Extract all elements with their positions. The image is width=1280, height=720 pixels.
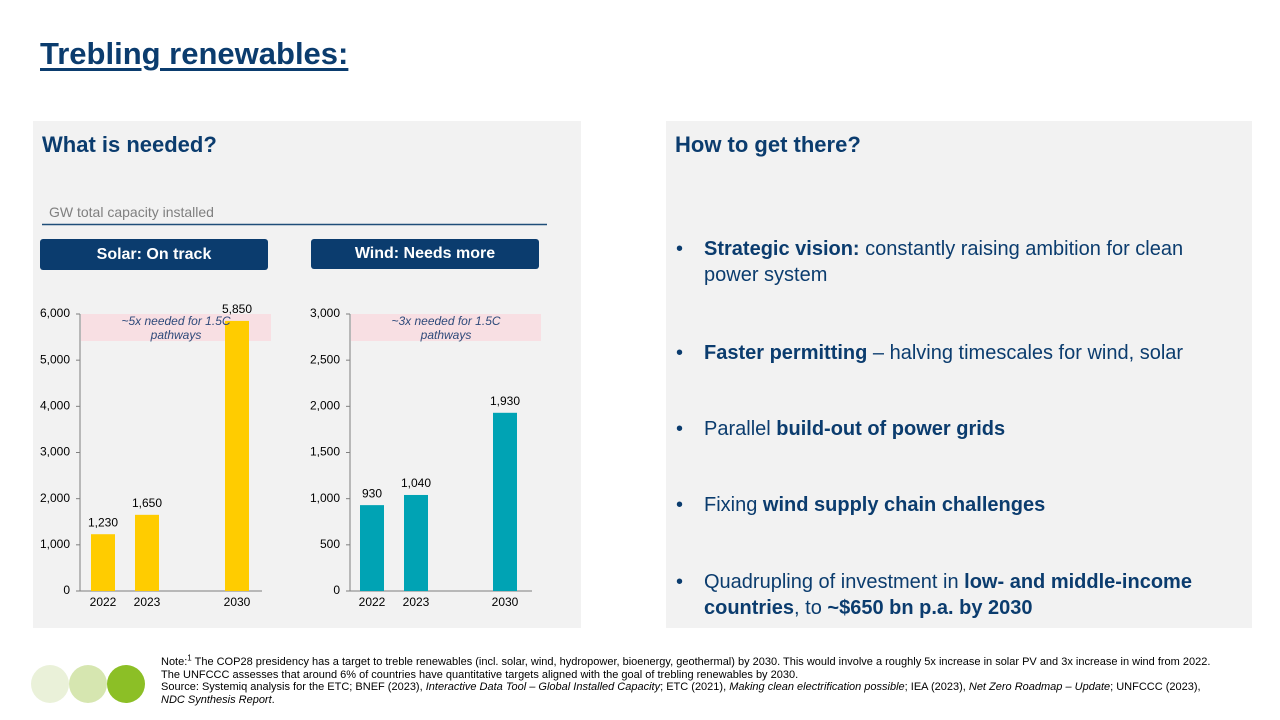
logo-dot <box>69 665 107 703</box>
footnote-segment: ; UNFCCC (2023), <box>1110 681 1204 693</box>
bullet-item: • Faster permitting – halving timescales … <box>676 340 1236 366</box>
bar <box>225 320 249 591</box>
bullet-item: • Strategic vision: constantly raising am… <box>676 236 1236 288</box>
value-label: 930 <box>362 486 382 500</box>
x-tick-label: 2030 <box>224 595 251 609</box>
bar <box>493 412 517 591</box>
bullet-dot: • <box>676 238 684 260</box>
footnote-segment: Net Zero Roadmap – Update <box>968 681 1111 693</box>
y-tick-label: 0 <box>63 583 70 597</box>
bullet-item: • Parallel build-out of power grids <box>676 416 1236 442</box>
y-tick-label: 4,000 <box>40 399 70 413</box>
footnote-segment: Interactive Data Tool – Global Installed… <box>425 681 661 693</box>
y-tick-label: 3,000 <box>40 445 70 459</box>
bullet-segment: , to <box>794 597 828 619</box>
unit-label: GW total capacity installed <box>49 204 214 220</box>
x-tick-label: 2022 <box>90 595 117 609</box>
bullet-text: Fixing wind supply chain challenges <box>704 492 1045 518</box>
y-tick-label: 2,000 <box>40 491 70 505</box>
bullet-item: • Fixing wind supply chain challenges <box>676 492 1236 518</box>
bullet-segment: Parallel <box>704 418 777 440</box>
y-tick-label: 6,000 <box>40 306 70 320</box>
bullet-segment: low- and middle-income countries <box>704 571 1198 619</box>
y-tick-label: 1,000 <box>310 491 340 505</box>
footnote: Note:1 The COP28 presidency has a target… <box>161 653 1221 706</box>
left-panel <box>33 121 581 628</box>
x-tick-label: 2030 <box>492 595 519 609</box>
footnote-segment: Note: <box>161 656 188 668</box>
bullet-dot: • <box>676 571 684 593</box>
value-label: 1,930 <box>490 394 520 408</box>
value-label: 1,040 <box>401 476 431 490</box>
panel-heading: What is needed? <box>42 132 217 157</box>
bullet-segment: wind supply chain challenges <box>762 494 1046 516</box>
bullet-segment: Faster permitting <box>704 342 868 364</box>
slide-title: Trebling renewables: <box>40 36 349 71</box>
footnote-source: Source: Systemiq analysis for the ETC; B… <box>161 681 1221 706</box>
footnote-segment: Making clean electrification possible <box>729 681 905 693</box>
logo-dot <box>31 665 69 703</box>
target-band <box>351 314 541 341</box>
y-tick-label: 1,500 <box>310 445 340 459</box>
chart-title: Solar: On track <box>40 239 268 270</box>
y-tick-label: 500 <box>320 537 340 551</box>
annotation: ~3x needed for 1.5C pathways <box>391 314 501 342</box>
value-label: 1,650 <box>132 496 162 510</box>
panel-heading: How to get there? <box>675 132 861 157</box>
footnote-segment: 1 <box>187 653 192 663</box>
x-tick-label: 2023 <box>403 595 430 609</box>
y-tick-label: 5,000 <box>40 352 70 366</box>
bullet-dot: • <box>676 494 684 516</box>
chart-title: Wind: Needs more <box>311 239 539 269</box>
bullet-dot: • <box>676 418 684 440</box>
bullet-dot: • <box>676 342 684 364</box>
bar <box>404 494 428 591</box>
value-label: 1,230 <box>88 515 118 529</box>
logo-dot <box>107 665 145 703</box>
bullet-segment: Fixing <box>704 494 763 516</box>
x-tick-label: 2023 <box>134 595 161 609</box>
footnote-segment: Source: Systemiq analysis for the ETC; B… <box>161 681 426 693</box>
bullet-segment: constantly raising ambition for clean po… <box>704 238 1189 286</box>
bar <box>360 505 384 591</box>
bar <box>91 534 115 591</box>
bullet-item: • Quadrupling of investment in low- and m… <box>676 569 1236 621</box>
y-tick-label: 1,000 <box>40 537 70 551</box>
y-tick-label: 2,000 <box>310 399 340 413</box>
annotation: ~5x needed for 1.5C pathways <box>121 314 231 342</box>
bullet-text: Strategic vision: constantly raising amb… <box>704 236 1236 288</box>
y-tick-label: 2,500 <box>310 352 340 366</box>
right-panel <box>666 121 1252 628</box>
footnote-segment: . <box>271 693 275 706</box>
bullet-text: Faster permitting – halving timescales f… <box>704 340 1183 366</box>
footnote-segment: ; IEA (2023), <box>904 681 969 693</box>
footnote-segment: ; ETC (2021), <box>660 681 730 693</box>
bullet-segment: – halving timescales for wind, solar <box>867 342 1184 364</box>
bullet-segment: ~$650 bn p.a. by 2030 <box>827 597 1033 619</box>
footnote-segment: The COP28 presidency has a target to tre… <box>161 656 1214 681</box>
bar <box>135 514 159 591</box>
footnote-note: Note:1 The COP28 presidency has a target… <box>161 653 1221 681</box>
value-label: 5,850 <box>222 302 252 316</box>
bullet-segment: build-out of power grids <box>776 418 1006 440</box>
x-tick-label: 2022 <box>359 595 386 609</box>
y-tick-label: 3,000 <box>310 306 340 320</box>
bullet-segment: Strategic vision: <box>704 238 860 260</box>
footnote-segment: NDC Synthesis Report <box>161 693 272 706</box>
y-tick-label: 0 <box>333 583 340 597</box>
bullet-text: Parallel build-out of power grids <box>704 416 1005 442</box>
bullet-segment: Quadrupling of investment in <box>704 571 965 593</box>
bullet-text: Quadrupling of investment in low- and mi… <box>704 569 1236 621</box>
